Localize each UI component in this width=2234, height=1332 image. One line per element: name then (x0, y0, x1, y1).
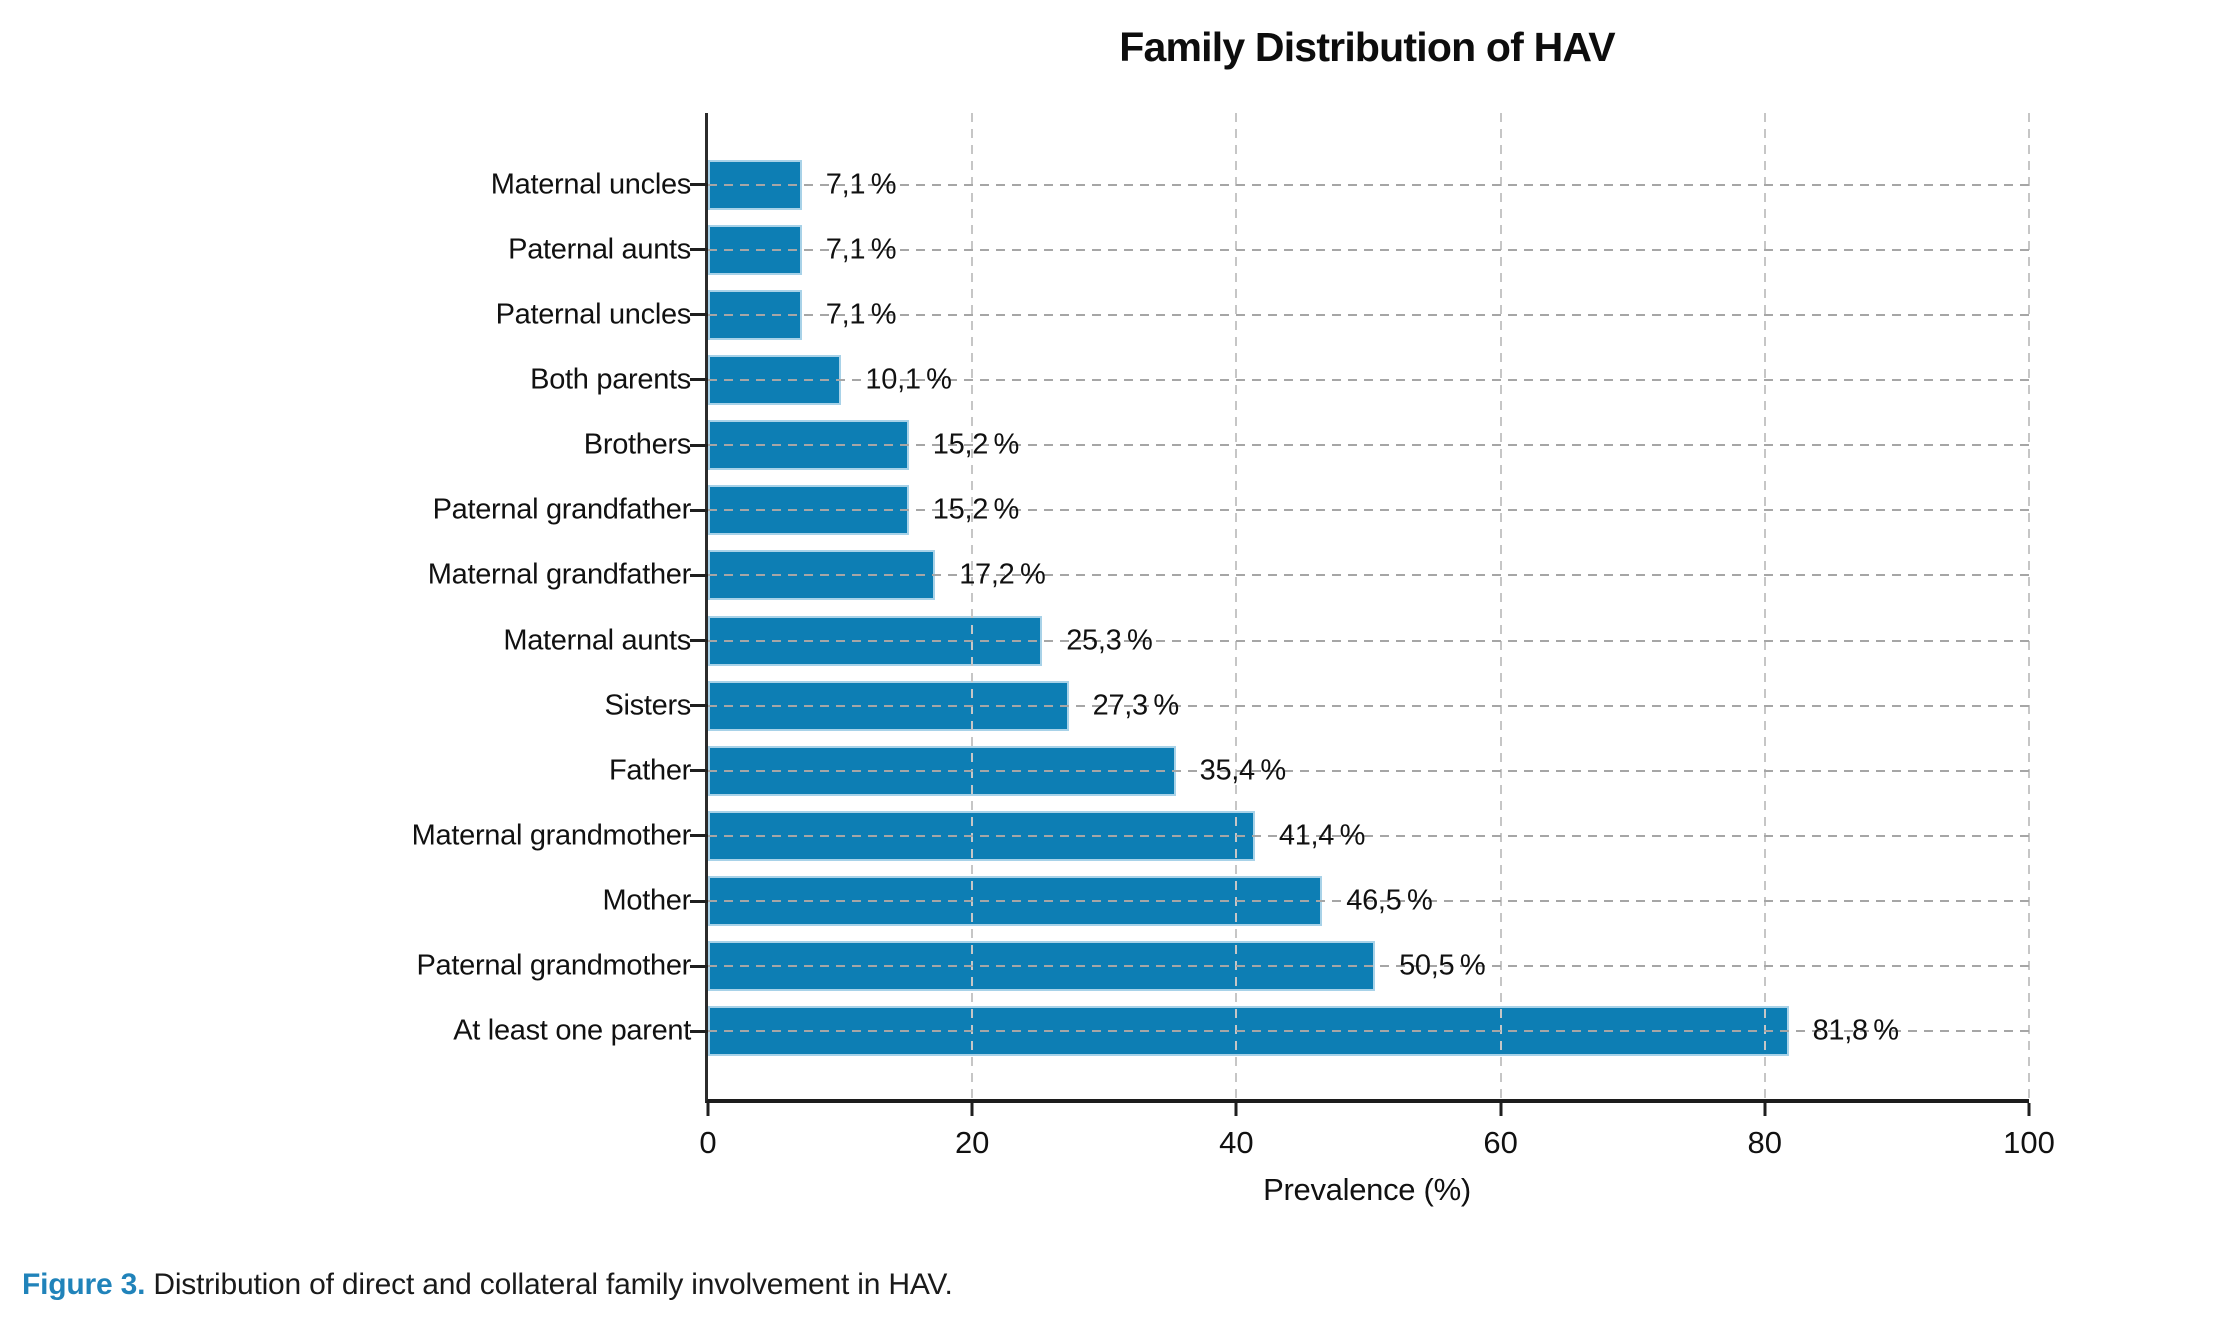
category-label: Sisters (604, 689, 691, 722)
value-label: 35,4 % (1199, 754, 1287, 787)
figure-caption: Figure 3. Distribution of direct and col… (22, 1268, 953, 1302)
x-axis-tick (1763, 1103, 1767, 1116)
category-label: Maternal grandfather (427, 558, 692, 591)
value-label: 25,3 % (1066, 624, 1153, 657)
y-axis-tick (690, 183, 708, 187)
chart-title: Family Distribution of HAV (1119, 24, 1615, 70)
bar-row: Paternal grandmother 50,5 % (417, 934, 2029, 999)
category-dashed-line (708, 574, 2029, 577)
category-dashed-line (708, 639, 2029, 642)
figure-caption-text: Distribution of direct and collateral fa… (145, 1268, 953, 1301)
x-axis-tick-label: 60 (1483, 1125, 1518, 1160)
category-label: At least one parent (453, 1014, 691, 1047)
y-axis-tick (690, 704, 708, 708)
y-axis-tick (690, 639, 708, 643)
y-axis-tick (690, 443, 708, 447)
category-dashed-line (708, 900, 2029, 903)
x-axis-tick (1499, 1103, 1503, 1116)
figure-caption-label: Figure 3. (22, 1268, 146, 1301)
value-label: 50,5 % (1399, 949, 1486, 982)
category-label: Father (608, 754, 691, 787)
bar-row: Mother 46,5 % (603, 869, 2029, 934)
x-axis-tick (2027, 1103, 2031, 1116)
bar-row: Sisters 27,3 % (604, 673, 2029, 738)
bar-row: Paternal aunts 7,1 % (508, 217, 2029, 282)
category-label: Paternal grandmother (416, 949, 692, 982)
value-label: 15,2 % (932, 428, 1020, 461)
bar-row: At least one parent 81,8 % (453, 999, 2029, 1064)
x-axis-tick (1234, 1103, 1238, 1116)
category-dashed-line (708, 378, 2029, 381)
value-label: 27,3 % (1092, 689, 1180, 722)
y-axis-tick (690, 834, 708, 838)
y-axis-tick (690, 1029, 708, 1033)
value-label: 41,4 % (1278, 819, 1366, 852)
bar-row: Paternal uncles 7,1 % (496, 282, 2029, 347)
y-axis-tick (690, 378, 708, 382)
x-axis-title: Prevalence (%) (1263, 1172, 1471, 1207)
x-axis-tick-label: 100 (2003, 1125, 2055, 1160)
value-label: 7,1 % (825, 298, 897, 331)
category-label: Both parents (530, 363, 691, 396)
category-label: Maternal grandmother (411, 819, 692, 852)
bar-row: Both parents 10,1 % (530, 347, 2029, 412)
category-dashed-line (708, 704, 2029, 707)
plot-rows: Maternal uncles 7,1 % Paternal aunts 7,1… (412, 152, 2029, 1064)
bar-row: Paternal grandfather 15,2 % (433, 478, 2029, 543)
bar-row: Maternal aunts 25,3 % (503, 608, 2029, 673)
value-label: 7,1 % (825, 168, 897, 201)
category-dashed-line (708, 248, 2029, 251)
category-dashed-line (708, 834, 2029, 837)
category-dashed-line (708, 769, 2029, 772)
y-axis-tick (690, 964, 708, 968)
value-label: 15,2 % (932, 493, 1020, 526)
y-axis-tick (690, 508, 708, 512)
x-axis-tick (706, 1103, 710, 1116)
bar-row: Maternal grandmother 41,4 % (412, 803, 2029, 868)
bar-row: Maternal uncles 7,1 % (491, 152, 2029, 217)
value-label: 46,5 % (1346, 884, 1433, 917)
y-axis-tick (690, 313, 708, 317)
bar-row: Father 35,4 % (609, 738, 2029, 803)
category-label: Paternal uncles (495, 298, 692, 331)
y-axis-tick (690, 248, 708, 252)
category-dashed-line (708, 444, 2029, 447)
x-axis-tick-label: 80 (1747, 1125, 1783, 1160)
plot-area: Maternal uncles 7,1 % Paternal aunts 7,1… (412, 113, 2055, 1160)
category-label: Brothers (583, 428, 692, 461)
value-label: 81,8 % (1812, 1014, 1900, 1047)
category-dashed-line (708, 1030, 2029, 1033)
y-axis-tick (690, 899, 708, 903)
category-label: Paternal aunts (508, 233, 691, 266)
y-axis-tick (690, 769, 708, 773)
bar-row: Brothers 15,2 % (584, 413, 2029, 478)
x-axis-tick-label: 0 (699, 1125, 717, 1160)
bar-row: Maternal grandfather 17,2 % (428, 543, 2029, 608)
category-dashed-line (708, 965, 2029, 968)
category-label: Maternal aunts (503, 624, 691, 657)
x-axis-tick-label: 40 (1219, 1125, 1254, 1160)
category-dashed-line (708, 509, 2029, 512)
x-axis-tick (970, 1103, 974, 1116)
category-label: Paternal grandfather (432, 493, 692, 526)
category-dashed-line (708, 183, 2029, 186)
category-dashed-line (708, 313, 2029, 316)
category-label: Maternal uncles (490, 168, 692, 201)
value-label: 10,1 % (865, 363, 952, 396)
category-label: Mother (602, 884, 692, 917)
y-axis-tick (690, 573, 708, 577)
value-label: 7,1 % (825, 233, 897, 266)
x-axis-tick-label: 20 (954, 1125, 990, 1160)
value-label: 17,2 % (959, 558, 1046, 591)
